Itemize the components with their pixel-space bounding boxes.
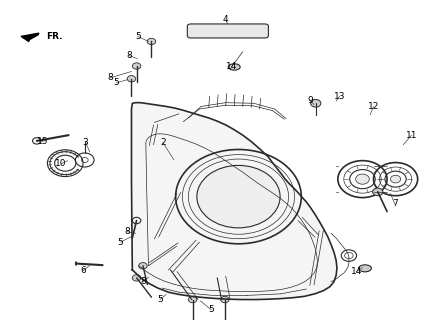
Text: 8: 8 [107,73,113,82]
Circle shape [132,275,141,281]
Polygon shape [21,33,39,42]
Text: 6: 6 [80,266,86,276]
Text: 15: 15 [37,137,48,146]
Text: 4: 4 [223,15,229,24]
Ellipse shape [359,265,371,272]
FancyBboxPatch shape [187,24,268,38]
Text: 14: 14 [351,267,362,276]
Ellipse shape [228,64,240,70]
Text: 5: 5 [135,32,141,41]
Circle shape [391,175,401,183]
Text: 13: 13 [334,92,345,101]
Text: 10: 10 [55,159,67,168]
Polygon shape [132,103,337,300]
Text: FR.: FR. [46,32,63,41]
Circle shape [373,188,383,196]
Text: 11: 11 [406,131,417,140]
Circle shape [139,263,147,269]
Text: 3: 3 [83,138,89,147]
Text: 5: 5 [157,295,163,304]
Circle shape [188,296,197,303]
Circle shape [311,100,321,107]
Text: 8: 8 [126,51,132,60]
Text: 5: 5 [208,305,214,314]
Circle shape [127,76,136,82]
Text: 5: 5 [113,78,119,87]
Text: 8: 8 [124,227,130,236]
Circle shape [197,165,280,228]
Text: 5: 5 [118,238,123,247]
Circle shape [356,174,369,184]
Circle shape [221,296,229,303]
Text: 9: 9 [307,96,313,105]
Text: 7: 7 [392,199,397,208]
Text: 2: 2 [160,138,166,147]
Text: 14: 14 [227,61,238,70]
Circle shape [147,38,155,45]
Text: 8: 8 [140,277,146,286]
Circle shape [132,63,141,69]
Text: 12: 12 [368,102,379,111]
